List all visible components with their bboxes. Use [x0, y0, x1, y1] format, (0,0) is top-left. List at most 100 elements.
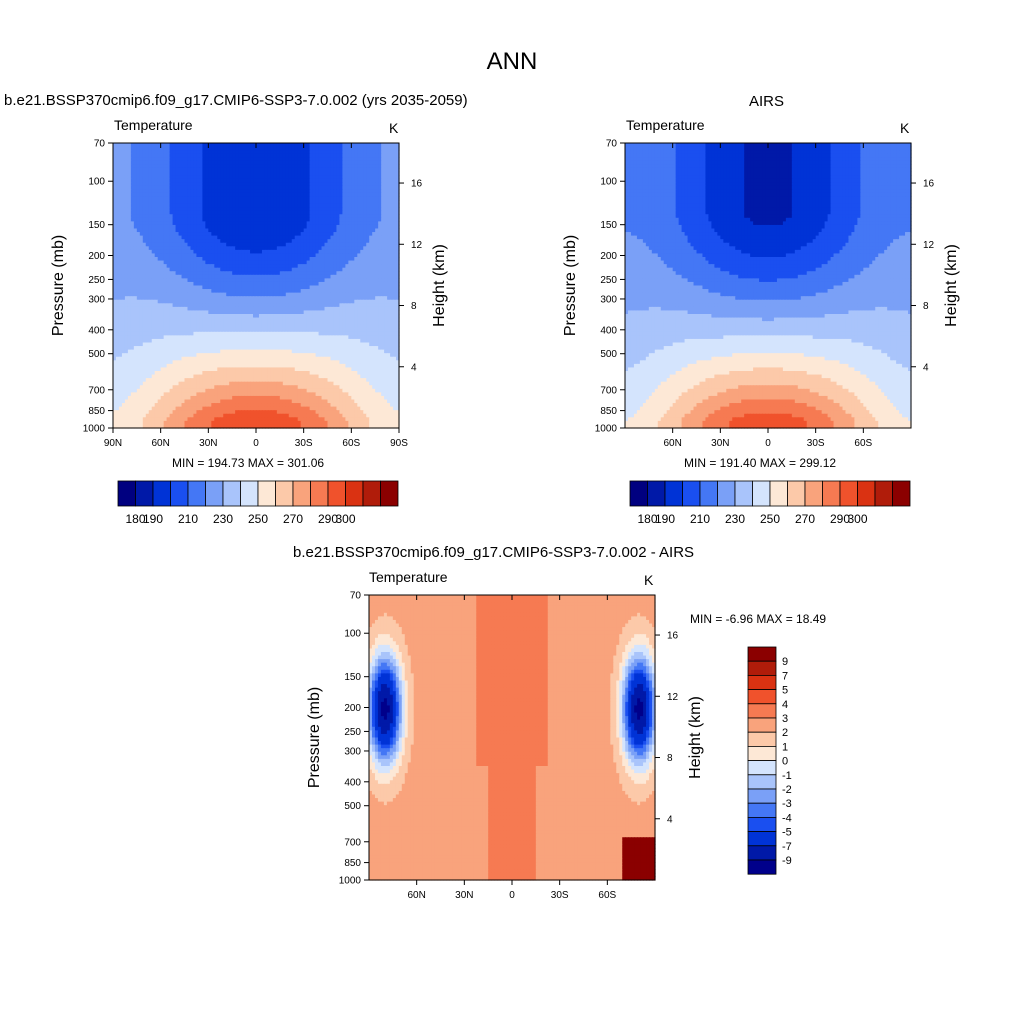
- contour-cell: [229, 224, 233, 230]
- contour-cell: [333, 296, 338, 301]
- contour-cell: [118, 196, 123, 201]
- contour-cell: [339, 303, 343, 308]
- contour-cell: [357, 167, 361, 173]
- contour-cell: [276, 232, 281, 237]
- contour-cell: [193, 196, 198, 201]
- contour-cell: [273, 210, 278, 215]
- contour-cell: [187, 324, 192, 329]
- contour-cell: [211, 235, 215, 240]
- contour-cell: [381, 189, 385, 194]
- contour-cell: [312, 196, 317, 201]
- contour-cell: [393, 228, 397, 233]
- contour-cell: [276, 257, 281, 262]
- contour-cell: [115, 289, 120, 294]
- contour-cell: [297, 253, 302, 258]
- contour-cell: [250, 303, 254, 308]
- contour-cell: [270, 271, 275, 276]
- contour-cell: [214, 214, 218, 219]
- contour-cell: [258, 214, 263, 219]
- contour-cell: [357, 182, 361, 187]
- contour-cell: [139, 299, 144, 304]
- contour-cell: [178, 171, 183, 176]
- contour-cell: [229, 299, 233, 304]
- contour-cell: [342, 310, 346, 315]
- contour-cell: [384, 171, 388, 176]
- contour-cell: [285, 285, 290, 290]
- contour-cell: [360, 306, 364, 312]
- contour-cell: [136, 171, 141, 176]
- contour-cell: [318, 157, 323, 162]
- contour-cell: [357, 200, 361, 205]
- contour-cell: [193, 285, 198, 290]
- contour-cell: [339, 310, 343, 315]
- contour-cell: [396, 146, 400, 151]
- contour-cell: [199, 299, 203, 304]
- contour-cell: [121, 246, 126, 251]
- contour-cell: [241, 235, 245, 240]
- contour-cell: [390, 164, 394, 169]
- contour-cell: [339, 207, 343, 212]
- contour-cell: [113, 317, 117, 322]
- contour-cell: [160, 182, 165, 187]
- contour-cell: [118, 157, 123, 162]
- contour-cell: [253, 321, 257, 326]
- contour-cell: [294, 246, 299, 251]
- contour-cell: [303, 271, 308, 276]
- contour-cell: [241, 185, 245, 190]
- contour-cell: [360, 249, 364, 255]
- contour-cell: [348, 299, 352, 304]
- contour-cell: [327, 228, 332, 233]
- contour-cell: [115, 185, 120, 190]
- contour-cell: [294, 267, 299, 272]
- contour-cell: [342, 317, 346, 322]
- contour-cell: [235, 214, 239, 219]
- contour-cell: [151, 207, 156, 212]
- contour-cell: [175, 203, 180, 208]
- contour-cell: [261, 303, 266, 308]
- contour-cell: [357, 196, 361, 201]
- contour-cell: [169, 232, 174, 237]
- contour-cell: [154, 221, 159, 226]
- contour-cell: [369, 171, 373, 176]
- contour-cell: [238, 264, 242, 269]
- contour-cell: [354, 274, 358, 279]
- contour-cell: [303, 239, 308, 244]
- contour-cell: [258, 171, 263, 176]
- contour-cell: [118, 153, 123, 158]
- contour-cell: [390, 253, 394, 258]
- contour-cell: [202, 310, 206, 315]
- contour-cell: [223, 260, 227, 265]
- contour-cell: [208, 196, 212, 201]
- contour-cell: [306, 260, 311, 265]
- contour-cell: [345, 257, 349, 262]
- contour-cell: [336, 271, 341, 276]
- contour-cell: [276, 192, 281, 198]
- contour-cell: [372, 278, 376, 283]
- contour-cell: [211, 264, 215, 269]
- contour-cell: [217, 200, 221, 205]
- contour-cell: [163, 167, 168, 173]
- contour-cell: [375, 207, 379, 212]
- contour-cell: [235, 182, 239, 187]
- contour-cell: [226, 143, 230, 148]
- contour-cell: [208, 153, 212, 158]
- contour-cell: [306, 292, 311, 297]
- contour-cell: [157, 257, 162, 262]
- contour-cell: [384, 299, 388, 304]
- contour-cell: [381, 192, 385, 198]
- contour-cell: [223, 157, 227, 162]
- contour-cell: [148, 228, 153, 233]
- contour-cell: [184, 171, 189, 176]
- contour-cell: [145, 207, 150, 212]
- contour-cell: [166, 321, 171, 326]
- contour-cell: [390, 306, 394, 312]
- contour-cell: [127, 157, 132, 162]
- contour-cell: [369, 321, 373, 326]
- contour-cell: [297, 203, 302, 208]
- contour-cell: [157, 306, 162, 312]
- contour-cell: [115, 189, 120, 194]
- contour-cell: [145, 314, 150, 319]
- contour-cell: [220, 214, 224, 219]
- contour-cell: [229, 303, 233, 308]
- contour-cell: [253, 260, 257, 265]
